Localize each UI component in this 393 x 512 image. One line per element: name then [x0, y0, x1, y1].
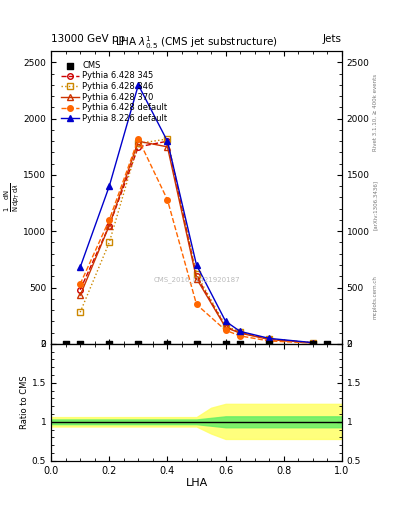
Y-axis label: $\frac{1}{\mathrm{N}}\frac{\mathrm{d}\mathrm{N}}{\mathrm{d}p_T\,\mathrm{d}\lambd: $\frac{1}{\mathrm{N}}\frac{\mathrm{d}\ma…: [2, 183, 22, 212]
Pythia 8.226 default: [78, 264, 83, 270]
Pythia 6.428 346: [136, 140, 141, 146]
Pythia 6.428 346: [267, 336, 272, 342]
CMS: [310, 339, 316, 348]
Pythia 6.428 default: [267, 338, 272, 344]
CMS: [77, 339, 83, 348]
Pythia 8.226 default: [194, 262, 199, 268]
Pythia 6.428 370: [267, 336, 272, 343]
Pythia 8.226 default: [267, 335, 272, 342]
Pythia 6.428 370: [78, 292, 83, 298]
Pythia 8.226 default: [223, 318, 228, 324]
Line: Pythia 6.428 345: Pythia 6.428 345: [77, 138, 316, 346]
Pythia 6.428 370: [194, 275, 199, 282]
Pythia 6.428 default: [136, 136, 141, 142]
Pythia 6.428 370: [223, 325, 228, 331]
Pythia 6.428 346: [107, 240, 112, 246]
CMS: [266, 339, 272, 348]
CMS: [135, 339, 141, 348]
Pythia 8.226 default: [310, 339, 315, 346]
Pythia 6.428 346: [238, 329, 242, 335]
Pythia 6.428 346: [78, 309, 83, 315]
Text: [arXiv:1306.3436]: [arXiv:1306.3436]: [373, 180, 378, 230]
Pythia 6.428 370: [136, 138, 141, 144]
Text: 13000 GeV pp: 13000 GeV pp: [51, 33, 125, 44]
Pythia 6.428 346: [223, 323, 228, 329]
CMS: [106, 339, 112, 348]
Text: CMS_2016_I1421920187: CMS_2016_I1421920187: [153, 276, 240, 283]
X-axis label: LHA: LHA: [185, 478, 208, 488]
Pythia 6.428 default: [238, 333, 242, 339]
Pythia 8.226 default: [136, 82, 141, 88]
Pythia 6.428 370: [310, 340, 315, 346]
Line: Pythia 6.428 346: Pythia 6.428 346: [77, 136, 316, 346]
Title: LHA $\lambda^{1}_{0.5}$ (CMS jet substructure): LHA $\lambda^{1}_{0.5}$ (CMS jet substru…: [115, 34, 278, 51]
Pythia 6.428 345: [78, 287, 83, 293]
Pythia 6.428 345: [238, 329, 242, 335]
Pythia 6.428 default: [194, 302, 199, 308]
CMS: [324, 339, 331, 348]
Pythia 6.428 345: [310, 340, 315, 346]
Text: Jets: Jets: [323, 33, 342, 44]
Pythia 6.428 346: [165, 136, 170, 142]
Pythia 8.226 default: [107, 183, 112, 189]
CMS: [62, 339, 69, 348]
Pythia 6.428 345: [107, 223, 112, 229]
Legend: CMS, Pythia 6.428 345, Pythia 6.428 346, Pythia 6.428 370, Pythia 6.428 default,: CMS, Pythia 6.428 345, Pythia 6.428 346,…: [58, 58, 170, 125]
Line: Pythia 6.428 370: Pythia 6.428 370: [77, 138, 316, 346]
CMS: [222, 339, 229, 348]
Pythia 6.428 345: [223, 324, 228, 330]
Pythia 8.226 default: [238, 328, 242, 334]
Pythia 6.428 370: [107, 223, 112, 229]
Pythia 6.428 370: [238, 330, 242, 336]
Pythia 6.428 default: [107, 217, 112, 223]
Pythia 6.428 default: [223, 327, 228, 333]
Text: mcplots.cern.ch: mcplots.cern.ch: [373, 275, 378, 319]
Pythia 6.428 default: [310, 340, 315, 346]
CMS: [193, 339, 200, 348]
Pythia 6.428 370: [165, 144, 170, 150]
Pythia 6.428 default: [78, 281, 83, 287]
Pythia 8.226 default: [165, 138, 170, 144]
CMS: [237, 339, 243, 348]
Pythia 6.428 346: [310, 339, 315, 346]
Pythia 6.428 346: [194, 271, 199, 277]
Line: Pythia 8.226 default: Pythia 8.226 default: [77, 82, 316, 346]
Pythia 6.428 345: [136, 144, 141, 150]
Pythia 6.428 345: [165, 138, 170, 144]
Text: Rivet 3.1.10, ≥ 400k events: Rivet 3.1.10, ≥ 400k events: [373, 74, 378, 151]
CMS: [164, 339, 171, 348]
Line: Pythia 6.428 default: Pythia 6.428 default: [77, 136, 316, 346]
Pythia 6.428 default: [165, 197, 170, 203]
Pythia 6.428 345: [267, 336, 272, 343]
Pythia 6.428 345: [194, 273, 199, 280]
Y-axis label: Ratio to CMS: Ratio to CMS: [20, 375, 29, 429]
